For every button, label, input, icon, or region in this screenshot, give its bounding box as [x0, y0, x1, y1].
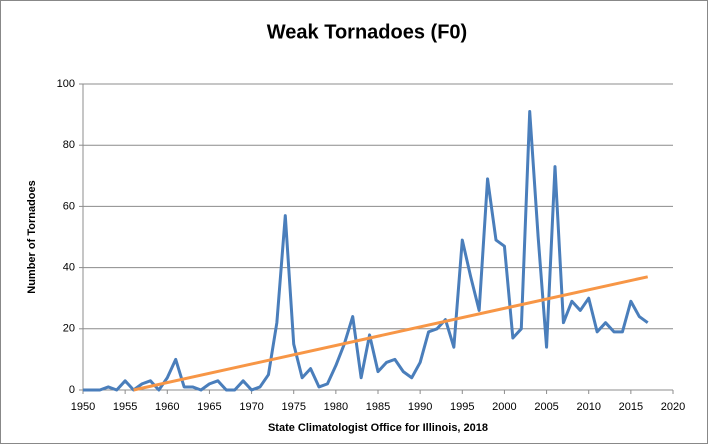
x-tick-label: 2020: [661, 401, 685, 413]
x-tick-label: 1970: [239, 401, 263, 413]
x-tick-label: 1995: [450, 401, 474, 413]
x-axis-title: State Climatologist Office for Illinois,…: [268, 422, 488, 434]
y-tick-label: 40: [63, 262, 75, 274]
x-tick-label: 1985: [366, 401, 390, 413]
x-tick-label: 2010: [576, 401, 600, 413]
y-tick-label: 0: [69, 384, 75, 396]
x-tick-label: 1990: [408, 401, 432, 413]
x-tick-label: 2005: [534, 401, 558, 413]
x-tick-label: 1950: [71, 401, 95, 413]
y-tick-label: 20: [63, 323, 75, 335]
chart-title: Weak Tornadoes (F0): [267, 21, 467, 43]
y-axis-title: Number of Tornadoes: [26, 180, 38, 293]
y-tick-label: 100: [57, 78, 75, 90]
data-line: [133, 275, 649, 392]
x-tick-label: 1980: [324, 401, 348, 413]
x-tick-label: 2015: [619, 401, 643, 413]
x-tick-label: 1960: [155, 401, 179, 413]
data-line: [83, 110, 649, 392]
x-tick-label: 1975: [281, 401, 305, 413]
y-tick-label: 80: [63, 139, 75, 151]
y-tick-label: 60: [63, 200, 75, 212]
x-tick-label: 2000: [492, 401, 516, 413]
x-tick-label: 1965: [197, 401, 221, 413]
x-tick-label: 1955: [113, 401, 137, 413]
